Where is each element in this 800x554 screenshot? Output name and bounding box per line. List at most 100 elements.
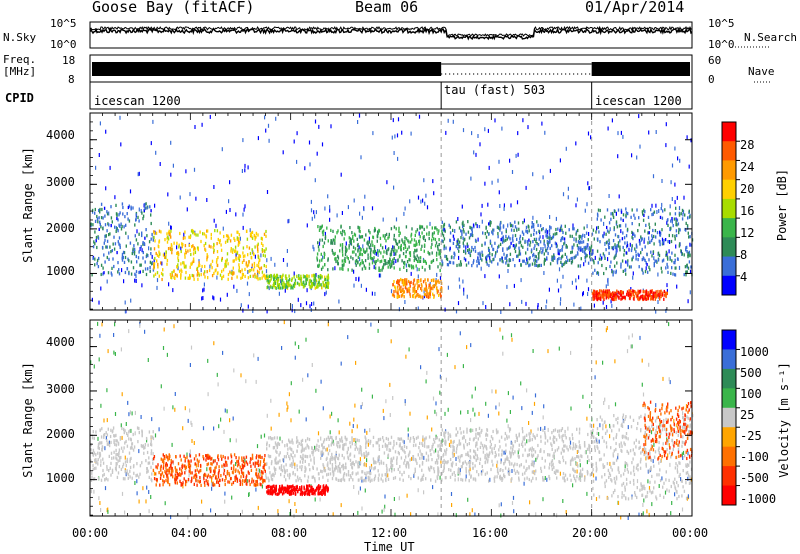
power-cell bbox=[520, 263, 522, 267]
power-cell bbox=[532, 224, 534, 228]
power-cell bbox=[654, 291, 656, 295]
power-cell bbox=[687, 251, 690, 255]
velocity-scatter bbox=[202, 426, 205, 431]
power-cell bbox=[462, 241, 464, 245]
power-cell bbox=[300, 277, 303, 281]
power-cell bbox=[604, 290, 607, 294]
power-scatter bbox=[498, 274, 500, 279]
velocity-cell bbox=[334, 455, 336, 459]
velocity-cell bbox=[147, 443, 149, 447]
velocity-cell bbox=[308, 492, 311, 497]
power-cbar-tick-4: 4 bbox=[740, 270, 748, 284]
power-cbar-tick-28: 28 bbox=[740, 138, 755, 152]
power-scatter bbox=[141, 283, 143, 288]
power-cell bbox=[659, 243, 661, 247]
power-cell bbox=[647, 270, 649, 274]
velocity-scatter bbox=[145, 499, 147, 504]
power-scatter bbox=[195, 196, 197, 201]
power-cell bbox=[216, 263, 219, 267]
power-cell bbox=[639, 289, 642, 293]
power-cell bbox=[543, 262, 545, 266]
velocity-cell bbox=[144, 443, 147, 447]
power-cell bbox=[135, 213, 137, 217]
velocity-cell bbox=[171, 472, 173, 476]
power-cell bbox=[344, 259, 347, 263]
power-scatter bbox=[575, 141, 577, 146]
velocity-cell bbox=[296, 449, 298, 453]
velocity-scatter bbox=[598, 439, 600, 444]
power-scatter bbox=[358, 276, 360, 281]
power-cell bbox=[401, 289, 404, 293]
power-scatter bbox=[358, 245, 360, 250]
power-cell bbox=[624, 268, 626, 273]
power-scatter bbox=[521, 299, 523, 304]
velocity-cell bbox=[152, 461, 154, 465]
velocity-cell bbox=[360, 476, 362, 480]
velocity-scatter bbox=[100, 403, 102, 408]
velocity-cell bbox=[252, 462, 255, 466]
power-cell bbox=[653, 262, 655, 266]
power-cell bbox=[674, 258, 676, 262]
velocity-scatter bbox=[134, 410, 136, 415]
power-cell bbox=[439, 288, 442, 292]
power-cell bbox=[422, 237, 425, 241]
velocity-cell bbox=[298, 441, 300, 446]
power-cell bbox=[688, 260, 691, 264]
velocity-scatter bbox=[467, 410, 469, 414]
velocity-cell bbox=[161, 471, 164, 475]
velocity-cell bbox=[232, 481, 235, 485]
power-cell bbox=[614, 209, 616, 213]
velocity-scatter bbox=[138, 449, 140, 454]
power-scatter bbox=[457, 301, 460, 306]
velocity-scatter bbox=[507, 469, 509, 474]
velocity-cell bbox=[294, 454, 296, 458]
power-cell bbox=[317, 281, 320, 285]
power-cell bbox=[543, 260, 545, 264]
power-cell bbox=[283, 281, 285, 285]
velocity-scatter bbox=[270, 426, 272, 431]
velocity-scatter bbox=[535, 457, 537, 462]
velocity-scatter bbox=[207, 358, 209, 363]
power-scatter bbox=[318, 124, 320, 129]
power-cell bbox=[444, 229, 446, 233]
power-cell bbox=[628, 265, 631, 269]
power-scatter bbox=[393, 252, 395, 256]
power-scatter bbox=[567, 195, 569, 200]
power-cell bbox=[138, 219, 140, 223]
velocity-cell bbox=[251, 456, 254, 460]
power-scatter bbox=[267, 123, 270, 128]
velocity-cell bbox=[195, 474, 198, 478]
power-cell bbox=[525, 261, 527, 266]
power-cell bbox=[132, 206, 134, 210]
power-cell bbox=[690, 265, 692, 269]
power-scatter bbox=[596, 226, 598, 231]
power-cell bbox=[547, 251, 549, 256]
power-cell bbox=[227, 235, 230, 239]
power-cell bbox=[613, 293, 615, 297]
velocity-cell bbox=[239, 478, 241, 482]
power-cell bbox=[578, 234, 580, 238]
velocity-scatter bbox=[174, 407, 176, 412]
velocity-scatter bbox=[263, 433, 266, 438]
velocity-cell bbox=[183, 477, 185, 481]
velocity-cell bbox=[150, 439, 152, 443]
power-cell bbox=[458, 240, 460, 244]
power-cell bbox=[508, 263, 510, 267]
power-scatter bbox=[397, 156, 399, 161]
velocity-cell bbox=[352, 478, 354, 482]
power-cell bbox=[159, 252, 161, 256]
power-scatter bbox=[336, 213, 338, 218]
power-cell bbox=[581, 248, 584, 252]
power-cell bbox=[491, 260, 493, 264]
power-cell bbox=[463, 223, 465, 227]
power-cell bbox=[116, 216, 118, 221]
power-cell bbox=[350, 240, 352, 244]
power-scatter bbox=[318, 241, 321, 246]
noise-left-tick-top: 10^5 bbox=[50, 17, 77, 30]
velocity-scatter bbox=[487, 413, 489, 418]
power-cell bbox=[128, 272, 130, 276]
power-cell bbox=[530, 250, 533, 254]
velocity-cell bbox=[313, 490, 315, 494]
power-scatter bbox=[372, 131, 374, 136]
power-cell bbox=[639, 241, 641, 245]
